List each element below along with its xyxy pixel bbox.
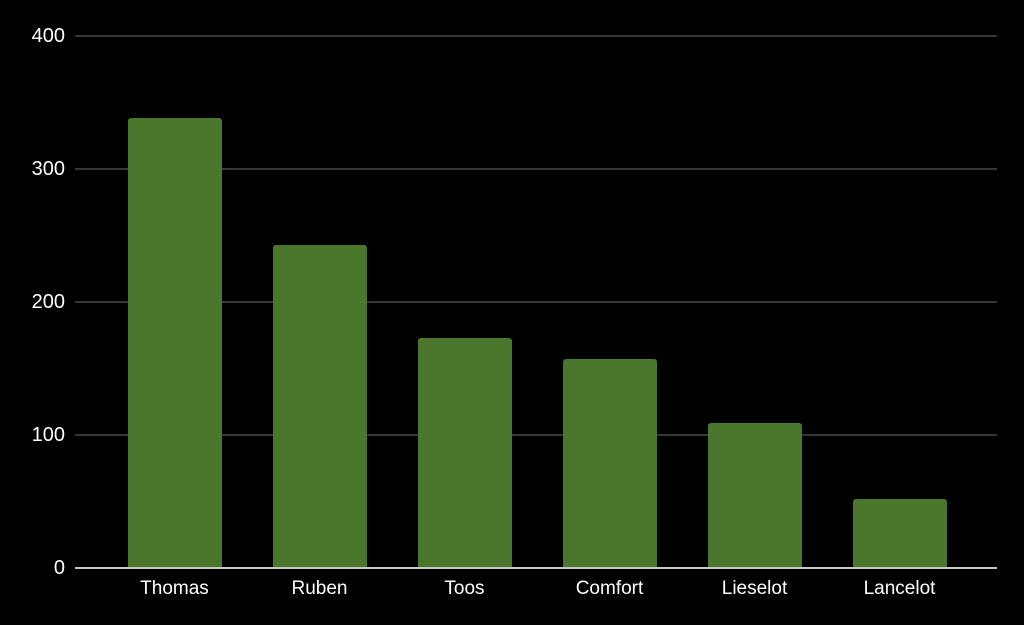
x-tick-label: Lancelot [863, 578, 936, 599]
y-tick-label: 200 [31, 291, 65, 313]
bar-toos[interactable] [417, 337, 512, 568]
zero-axis-line [75, 567, 997, 569]
y-gridline [75, 434, 997, 436]
bar-lancelot[interactable] [852, 498, 947, 568]
y-tick-label: 300 [31, 158, 65, 180]
bar-comfort[interactable] [562, 359, 657, 568]
y-tick-label: 100 [31, 424, 65, 446]
x-tick-label: Toos [444, 578, 485, 599]
bar-ruben[interactable] [272, 244, 367, 568]
y-gridline [75, 301, 997, 303]
y-gridline [75, 168, 997, 170]
bar-lieselot[interactable] [707, 423, 802, 568]
x-tick-label: Thomas [140, 578, 209, 599]
y-tick-label: 0 [53, 557, 65, 579]
bar-thomas[interactable] [127, 118, 222, 568]
x-tick-label: Lieselot [721, 578, 788, 599]
y-tick-label: 400 [31, 25, 65, 47]
x-tick-label: Ruben [291, 578, 348, 599]
y-gridline [75, 35, 997, 37]
x-tick-label: Comfort [575, 578, 644, 599]
